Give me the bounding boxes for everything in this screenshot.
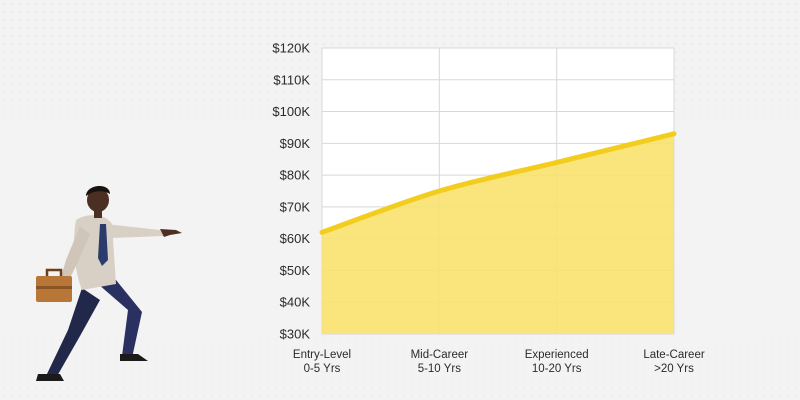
y-tick-label: $50K [280, 263, 311, 278]
x-tick-label: Experienced 10-20 Yrs [525, 349, 589, 375]
y-axis-labels: $30K $40K $50K $60K $70K $80K $90K $100K $110K $1… [272, 41, 310, 342]
y-tick-label: $40K [280, 295, 311, 310]
y-tick-label: $110K [273, 72, 310, 87]
y-tick-label: $120K [272, 41, 310, 56]
area-fill [322, 133, 674, 334]
x-tick-label: Mid-Career 5-10 Yrs [411, 349, 469, 375]
y-tick-label: $30K [280, 327, 311, 342]
x-tick-label: Entry-Level 0-5 Yrs [293, 349, 351, 375]
y-tick-label: $90K [280, 136, 311, 151]
y-tick-label: $70K [280, 199, 311, 214]
y-tick-label: $80K [280, 168, 311, 183]
x-axis-labels: Entry-Level 0-5 Yrs Mid-Career 5-10 Yrs Expe… [293, 349, 705, 375]
series-line [319, 131, 677, 235]
businessman-pointing-icon [36, 185, 182, 381]
x-tick-label: Late-Career >20 Yrs [643, 349, 705, 375]
y-tick-label: $100K [272, 104, 310, 119]
y-tick-label: $60K [280, 231, 311, 246]
